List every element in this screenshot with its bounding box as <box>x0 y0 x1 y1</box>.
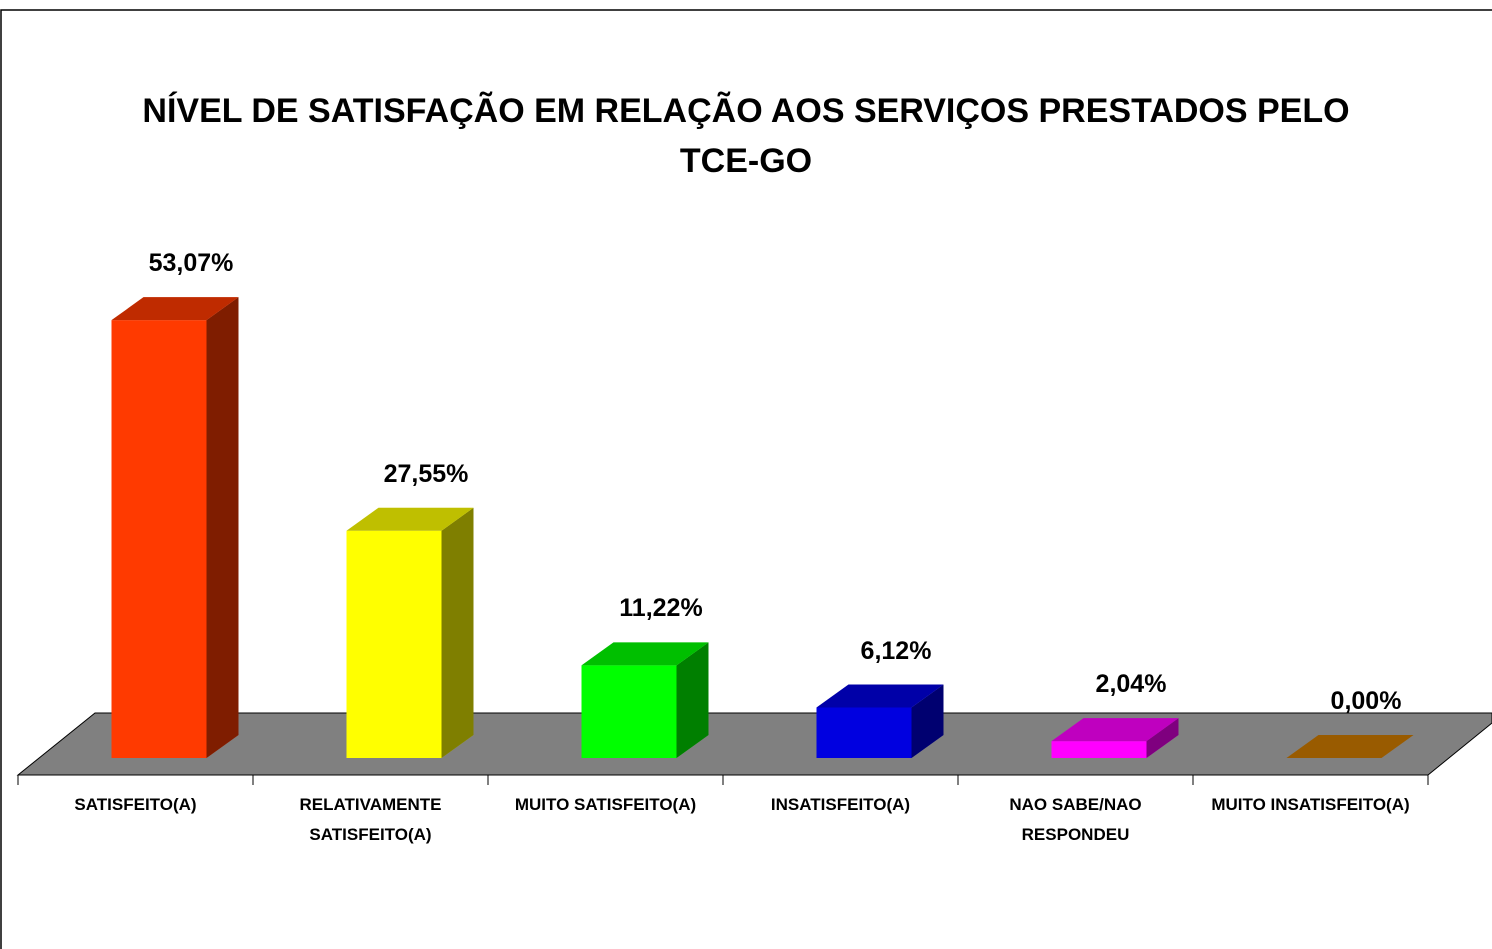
bar <box>1051 718 1179 758</box>
bar-front <box>581 665 677 758</box>
bar-top <box>111 297 239 321</box>
bar <box>581 642 709 758</box>
x-tick-label: SATISFEITO(A) <box>74 795 197 814</box>
bar <box>346 507 474 758</box>
bar-top-shade <box>111 297 239 321</box>
x-tick-label: MUITO INSATISFEITO(A) <box>1211 795 1410 814</box>
chart-title: NÍVEL DE SATISFAÇÃO EM RELAÇÃO AOS SERVI… <box>142 92 1350 180</box>
floor <box>16 712 1492 776</box>
x-tick-label: RELATIVAMENTE SATISFEITO(A) <box>299 795 442 844</box>
bar <box>816 684 944 758</box>
value-label: 0,00% <box>1330 687 1402 715</box>
x-tick-label: NAO SABE/NAO RESPONDEU <box>1009 795 1142 844</box>
bar <box>111 297 239 758</box>
bar-top <box>346 507 474 531</box>
x-tick-label: INSATISFEITO(A) <box>770 795 911 814</box>
value-label: 2,04% <box>1095 670 1167 699</box>
value-label: 53,07% <box>148 249 234 278</box>
bar-top-shade <box>581 642 709 666</box>
bar-top-shade <box>1286 735 1414 758</box>
bar-front <box>1051 741 1147 758</box>
chart-frame <box>0 9 1492 949</box>
bar-top <box>1286 735 1414 758</box>
bar-top-shade <box>816 684 944 708</box>
value-label: 27,55% <box>383 459 469 488</box>
bar-front <box>346 530 442 758</box>
bar-top-shade <box>346 507 474 531</box>
bar-side-shade <box>206 297 239 758</box>
bar-front <box>111 320 207 758</box>
bar-side-shade <box>676 642 709 758</box>
bar-front <box>816 707 912 758</box>
bar <box>1286 735 1414 758</box>
value-label: 11,22% <box>619 594 703 623</box>
bar-top-shade <box>1051 718 1179 742</box>
bar-side-shade <box>441 507 474 758</box>
bar-top <box>816 684 944 708</box>
bar-side-shade <box>911 684 944 758</box>
value-label: 6,12% <box>860 636 932 665</box>
bar-side-shade <box>1146 718 1179 758</box>
bar-top <box>581 642 709 666</box>
x-tick-label: MUITO SATISFEITO(A) <box>514 795 697 814</box>
bar-top <box>1051 718 1179 742</box>
